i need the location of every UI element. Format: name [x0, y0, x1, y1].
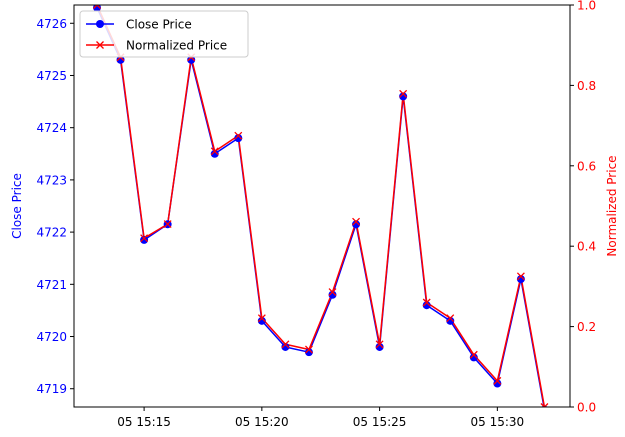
legend-label-normalized-price: Normalized Price	[126, 39, 227, 53]
data-point-normalized-price	[328, 288, 337, 296]
x-marker-stroke	[328, 288, 337, 296]
x-marker-stroke	[352, 217, 361, 226]
x-marker-stroke	[210, 147, 219, 156]
right-axis-label: Normalized Price	[605, 155, 619, 256]
legend-marker-normalized-price	[96, 41, 104, 49]
data-point-normalized-price	[422, 298, 431, 307]
legend-marker-close-price	[96, 20, 104, 28]
data-point-close-price	[257, 316, 266, 325]
data-point-normalized-price	[163, 220, 172, 229]
series-line-normalized-price	[96, 5, 546, 407]
x-marker-stroke	[96, 41, 104, 49]
data-point-normalized-price	[140, 234, 149, 243]
right-axis-tick-label: 0.4	[577, 240, 596, 254]
data-point-close-price	[516, 275, 525, 284]
x-axis: 05 15:15 05 15:20 05 15:25 05 15:30	[117, 407, 524, 429]
data-point-close-price	[493, 379, 502, 388]
data-point-close-price	[375, 342, 384, 351]
data-point-close-price	[399, 92, 408, 101]
data-point-close-price	[469, 353, 478, 362]
x-marker-stroke	[281, 340, 290, 349]
data-point-normalized-price	[469, 350, 478, 359]
data-point-close-price	[210, 149, 219, 158]
data-point-normalized-price	[257, 314, 266, 323]
data-point-normalized-price	[446, 314, 455, 323]
data-point-normalized-price	[234, 131, 243, 140]
right-axis-tick-label: 0.0	[577, 401, 596, 415]
data-point-normalized-price	[304, 345, 313, 354]
legend-label-close-price: Close Price	[126, 18, 192, 32]
left-axis-label: Close Price	[10, 173, 24, 239]
data-point-close-price	[328, 290, 337, 299]
x-marker-stroke	[375, 340, 384, 349]
data-point-close-price	[140, 235, 149, 244]
x-marker-stroke	[493, 376, 502, 385]
right-axis-tick-label: 1.0	[577, 0, 596, 13]
x-marker-stroke	[540, 403, 546, 407]
left-axis-tick-label: 4724	[36, 121, 67, 135]
right-axis-tick-label: 0.8	[577, 79, 596, 93]
series-layer	[93, 5, 549, 407]
data-point-close-price	[116, 55, 125, 64]
left-axis-tick-label: 4720	[36, 330, 67, 344]
legend: Close Price Normalized Price	[79, 10, 249, 58]
left-axis-tick-label: 4725	[36, 69, 67, 83]
data-point-close-price	[234, 134, 243, 143]
data-point-close-price	[352, 220, 361, 229]
left-axis-tick-label: 4726	[36, 17, 67, 31]
x-marker-stroke	[140, 234, 149, 243]
left-axis-tick-label: 4719	[36, 382, 67, 396]
left-axis-tick-label: 4721	[36, 278, 67, 292]
x-marker-stroke	[543, 403, 549, 407]
x-marker-stroke	[446, 314, 455, 323]
x-marker-stroke	[399, 89, 408, 98]
x-marker-stroke	[96, 5, 101, 9]
data-point-normalized-price	[210, 147, 219, 156]
right-axis: 0.0 0.2 0.4 0.6 0.8 1.0	[570, 0, 596, 415]
right-axis-tick-label: 0.2	[577, 320, 596, 334]
data-point-normalized-price	[399, 89, 408, 98]
data-point-close-price	[304, 348, 313, 357]
x-axis-tick-label: 05 15:15	[117, 415, 171, 429]
x-marker-stroke	[257, 314, 266, 323]
data-point-close-price	[281, 342, 290, 351]
x-marker-stroke	[304, 345, 313, 354]
data-point-normalized-price	[375, 340, 384, 349]
x-axis-tick-label: 05 15:30	[471, 415, 525, 429]
right-axis-tick-label: 0.6	[577, 159, 596, 173]
x-marker-stroke	[93, 5, 98, 9]
data-point-close-price	[446, 316, 455, 325]
data-point-normalized-price	[281, 340, 290, 349]
data-point-normalized-price	[493, 376, 502, 385]
x-marker-stroke	[516, 272, 525, 281]
left-axis-tick-label: 4723	[36, 173, 67, 187]
data-point-normalized-price	[93, 5, 101, 9]
left-axis: 4719 4720 4721 4722 4723 4724 4725 4726	[36, 17, 74, 396]
data-point-normalized-price	[540, 403, 549, 407]
x-marker-stroke	[422, 298, 431, 307]
x-marker-stroke	[234, 131, 243, 140]
legend-box	[79, 10, 249, 58]
x-marker-stroke	[163, 220, 172, 229]
x-marker-stroke	[469, 350, 478, 359]
plot-frame	[73, 4, 571, 408]
x-axis-tick-label: 05 15:25	[353, 415, 407, 429]
data-point-close-price	[187, 55, 196, 64]
data-point-close-price	[422, 301, 431, 310]
data-point-normalized-price	[516, 272, 525, 281]
left-axis-tick-label: 4722	[36, 226, 67, 240]
data-point-normalized-price	[352, 217, 361, 226]
x-axis-tick-label: 05 15:20	[235, 415, 289, 429]
